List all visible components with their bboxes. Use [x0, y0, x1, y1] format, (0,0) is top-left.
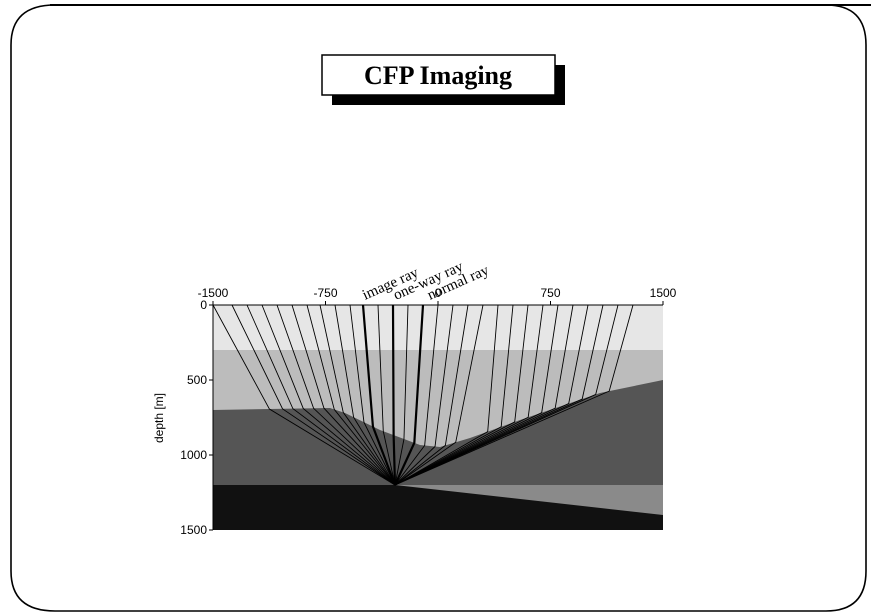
y-axis-label: depth [m] [152, 393, 166, 443]
x-tick-label: 750 [540, 286, 560, 300]
y-tick-label: 1000 [180, 448, 207, 462]
y-tick-label: 1500 [180, 523, 207, 537]
x-tick-label: -750 [313, 286, 337, 300]
title: CFP Imaging [364, 61, 512, 90]
y-tick-label: 0 [200, 298, 207, 312]
layer-1 [213, 305, 663, 350]
x-tick-label: 1500 [650, 286, 677, 300]
slide: CFP Imaging -1500-7500750150005001000150… [0, 0, 871, 616]
y-tick-label: 500 [187, 373, 207, 387]
